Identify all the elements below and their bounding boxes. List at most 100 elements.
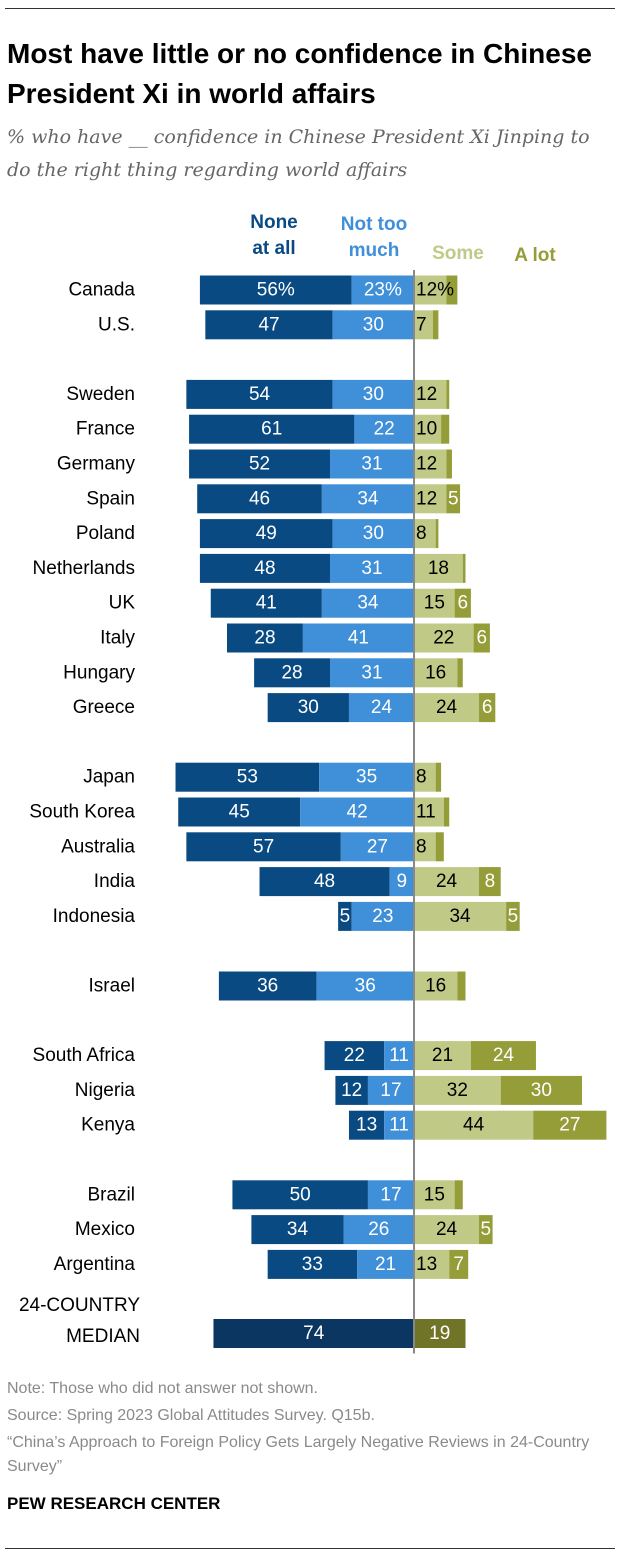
label-not-too-much: 27	[367, 836, 388, 857]
bar-not-too-much	[351, 275, 414, 305]
label-some: 22	[433, 628, 454, 649]
bar-not-too-much	[302, 623, 414, 653]
legend-ntm-line2: much	[348, 240, 400, 261]
bar-some	[414, 832, 436, 862]
bar-none-at-all	[227, 623, 303, 653]
bar-none-at-all	[199, 519, 333, 549]
bar-not-too-much	[351, 901, 414, 931]
label-some: 8	[416, 523, 427, 544]
label-some: 12	[416, 488, 437, 509]
bar-none-at-all	[259, 867, 390, 897]
bar-a-lot	[443, 797, 450, 827]
label-some: 15	[424, 593, 445, 614]
label-not-too-much: 9	[397, 871, 408, 892]
legend-not-too-much: Not too much	[324, 212, 424, 264]
top-rule	[5, 8, 615, 9]
label-none-at-all: 45	[229, 802, 250, 823]
label-not-too-much: 31	[361, 558, 382, 579]
bar-not-too-much	[316, 971, 414, 1001]
bar-a-lot	[435, 519, 439, 549]
bar-none-at-all	[175, 762, 320, 792]
label-some: 24	[436, 1219, 458, 1240]
label-not-too-much: 11	[389, 1115, 409, 1136]
country-label: Argentina	[54, 1254, 136, 1275]
label-a-lot: 5	[481, 1219, 492, 1240]
country-label: Israel	[89, 976, 135, 997]
bar-some	[414, 797, 444, 827]
bar-some	[414, 1249, 450, 1279]
country-label: UK	[109, 593, 136, 614]
bar-some	[414, 1110, 534, 1140]
label-a-lot: 5	[448, 488, 459, 509]
country-label: Nigeria	[75, 1080, 136, 1101]
bar-some	[414, 901, 507, 931]
label-some: 44	[463, 1115, 485, 1136]
label-some: 18	[428, 558, 449, 579]
bar-none-at-all	[251, 1215, 344, 1245]
label-none-at-all: 30	[298, 697, 319, 718]
bar-none-at-all	[178, 797, 301, 827]
label-none-at-all: 52	[249, 454, 270, 475]
label-a-lot: 7	[453, 1254, 464, 1275]
label-none-at-all: 47	[258, 314, 279, 335]
label-none-at-all: 36	[257, 976, 278, 997]
label-not-too-much: 26	[368, 1219, 389, 1240]
label-a-lot: 5	[508, 906, 519, 927]
bar-none-at-all	[189, 414, 355, 444]
country-label: Greece	[73, 697, 135, 718]
bar-none-at-all	[267, 1249, 358, 1279]
label-some: 11	[416, 802, 436, 823]
bar-a-lot	[446, 275, 458, 305]
country-label: Sweden	[66, 384, 135, 405]
bar-none-at-all	[199, 553, 330, 583]
bar-some	[414, 1075, 501, 1105]
label-not-too-much: 22	[374, 419, 395, 440]
label-not-too-much: 17	[380, 1184, 401, 1205]
bar-none-at-all	[186, 832, 341, 862]
country-label: India	[94, 871, 136, 892]
bar-not-too-much	[357, 1249, 414, 1279]
label-none-at-all: 34	[287, 1219, 309, 1240]
bar-a-lot	[473, 623, 490, 653]
country-label: Germany	[57, 454, 136, 475]
label-not-too-much: 24	[371, 697, 393, 718]
bar-some	[414, 414, 442, 444]
bar-some	[414, 379, 447, 409]
bar-not-too-much	[343, 1215, 414, 1245]
country-label: Italy	[100, 628, 135, 649]
bar-a-lot	[441, 414, 450, 444]
label-some: 16	[425, 662, 446, 683]
bar-some	[414, 693, 480, 723]
label-not-too-much: 34	[357, 593, 379, 614]
country-label: Hungary	[63, 662, 135, 683]
legend-none-line2: at all	[252, 238, 296, 259]
label-none-at-all: 48	[254, 558, 275, 579]
bar-median-none-not-too-much	[213, 1319, 414, 1348]
label-none-at-all: 13	[356, 1115, 377, 1136]
country-label: Brazil	[87, 1184, 135, 1205]
country-label: Australia	[61, 836, 135, 857]
label-some: 15	[424, 1184, 445, 1205]
bar-some	[414, 449, 447, 479]
bar-some	[414, 484, 447, 514]
bar-not-too-much	[332, 310, 414, 340]
country-label: Netherlands	[33, 558, 135, 579]
label-not-too-much: 36	[355, 976, 376, 997]
legend-none-at-all: None at all	[224, 210, 324, 262]
country-label: Mexico	[75, 1219, 135, 1240]
label-not-too-much: 41	[348, 628, 369, 649]
label-none-at-all: 49	[256, 523, 277, 544]
bar-a-lot	[449, 1249, 469, 1279]
bar-not-too-much	[389, 867, 414, 897]
bar-not-too-much	[384, 1041, 414, 1071]
label-none-at-all: 54	[249, 384, 271, 405]
legend-a-lot: A lot	[514, 245, 556, 266]
label-some: 21	[432, 1045, 453, 1066]
country-label: South Africa	[33, 1045, 136, 1066]
label-not-too-much: 11	[389, 1045, 409, 1066]
label-not-too-much: 42	[347, 802, 368, 823]
bottom-rule	[5, 1548, 615, 1549]
label-some: 12	[416, 454, 437, 475]
label-some: 12	[416, 384, 437, 405]
